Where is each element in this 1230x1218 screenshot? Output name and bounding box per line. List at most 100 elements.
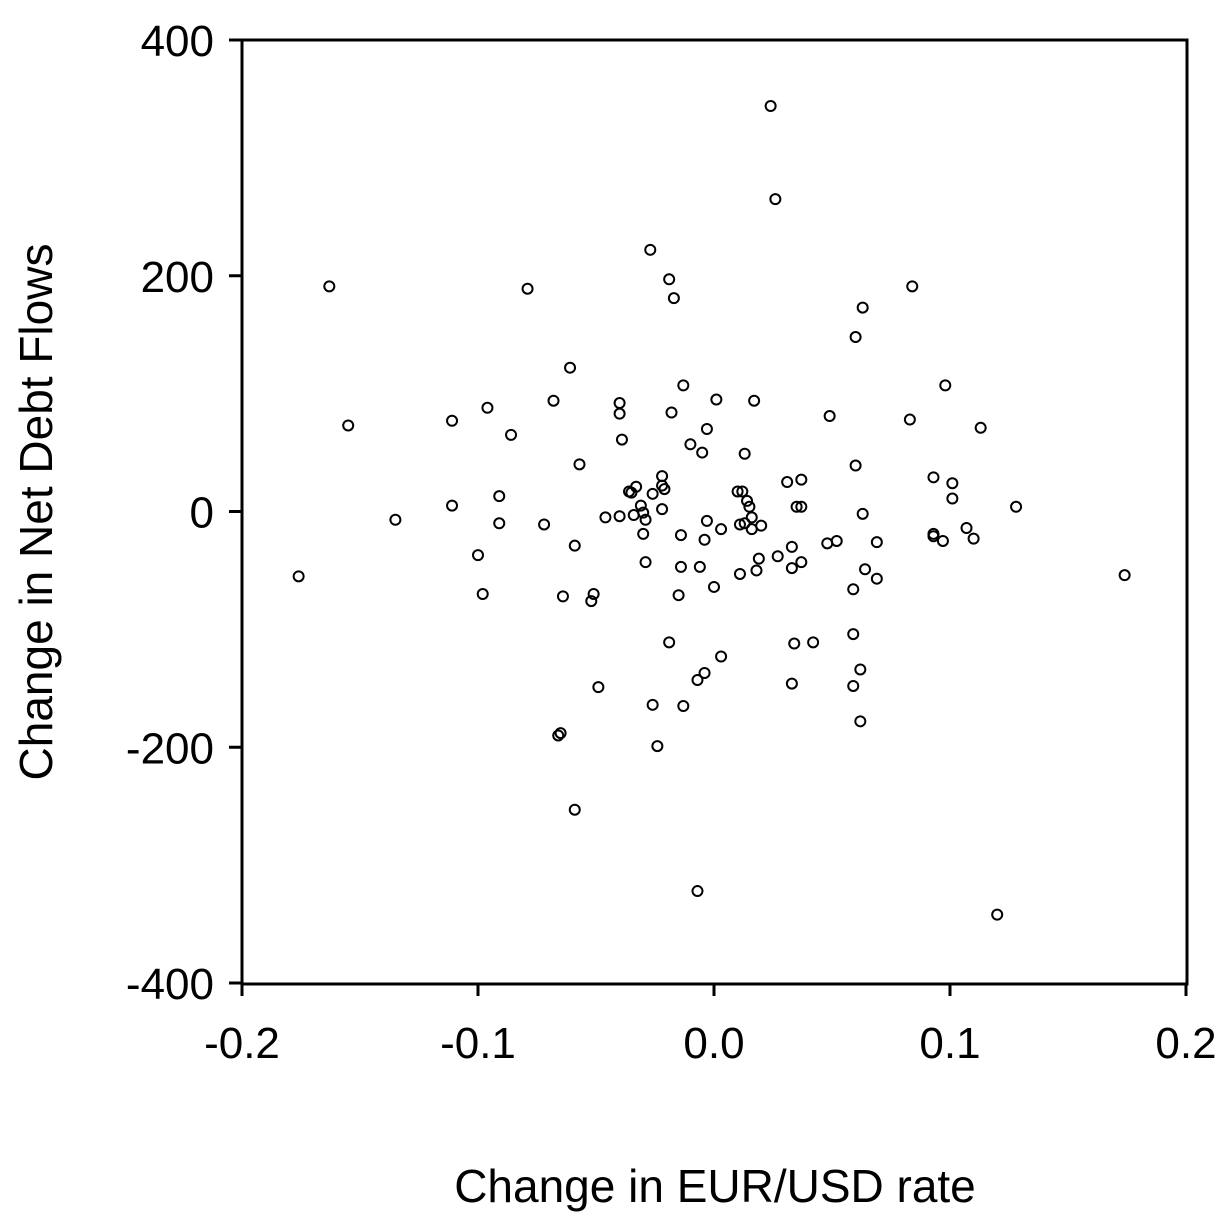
data-point [854, 715, 867, 728]
y-axis-title: Change in Net Debt Flows [10, 244, 62, 781]
data-point [785, 540, 798, 553]
data-point [493, 517, 506, 530]
data-point [927, 530, 940, 543]
data-point [936, 534, 949, 547]
data-point [656, 503, 669, 516]
data-point [738, 517, 751, 530]
data-point [849, 331, 862, 344]
data-point [807, 636, 820, 649]
y-tick-label: -400 [126, 960, 214, 1009]
x-tick-label: -0.2 [204, 1019, 280, 1068]
x-tick-label: 0.0 [683, 1019, 744, 1068]
data-point [613, 510, 626, 523]
data-point [795, 473, 808, 486]
data-point [672, 589, 685, 602]
data-point [691, 674, 704, 687]
x-axis-title: Change in EUR/USD rate [454, 1160, 976, 1212]
data-point [663, 636, 676, 649]
data-point [854, 663, 867, 676]
data-point [342, 419, 355, 432]
data-point [856, 507, 869, 520]
data-point [389, 513, 402, 526]
data-point [788, 637, 801, 650]
data-point [481, 401, 494, 414]
data-point [646, 487, 659, 500]
data-point [521, 282, 534, 295]
data-point [1010, 500, 1023, 513]
data-point [684, 438, 697, 451]
data-point [769, 193, 782, 206]
data-point [573, 458, 586, 471]
data-point [646, 698, 659, 711]
data-point [795, 556, 808, 569]
data-point [476, 588, 489, 601]
x-tick-label: 0.1 [919, 1019, 980, 1068]
data-point [634, 499, 647, 512]
data-point [927, 471, 940, 484]
data-point [781, 476, 794, 489]
data-point [698, 666, 711, 679]
data-point [644, 243, 657, 256]
x-tick-label: -0.1 [440, 1019, 516, 1068]
data-point [745, 511, 758, 524]
data-point [906, 280, 919, 293]
data-point [691, 885, 704, 898]
data-point [323, 280, 336, 293]
data-point [946, 492, 959, 505]
data-point [708, 580, 720, 593]
data-point [743, 500, 756, 513]
data-point [859, 563, 872, 576]
data-point [587, 588, 600, 601]
data-point [752, 552, 765, 565]
data-point [564, 361, 577, 374]
data-point [693, 560, 706, 573]
data-point [613, 407, 626, 420]
data-point [821, 537, 834, 550]
data-point [493, 490, 506, 503]
data-point [847, 583, 860, 596]
x-axis: -0.2 -0.1 0.0 0.1 0.2 [204, 983, 1217, 1068]
data-point [1118, 569, 1131, 582]
data-point [677, 379, 690, 392]
data-point [738, 447, 751, 460]
y-tick-label: 400 [141, 17, 214, 66]
data-point [674, 529, 687, 542]
data-point [790, 500, 803, 513]
data-point [785, 562, 798, 575]
data-point [870, 536, 883, 549]
x-tick-label: 0.2 [1155, 1019, 1216, 1068]
data-points [292, 100, 1131, 921]
data-point [615, 433, 628, 446]
data-point [658, 483, 671, 496]
data-point [639, 513, 652, 526]
data-point [946, 477, 959, 490]
data-point [568, 539, 581, 552]
data-point [696, 446, 709, 459]
plot-frame [240, 38, 1189, 986]
data-point [698, 533, 711, 546]
data-point [856, 301, 869, 314]
data-point [627, 509, 640, 522]
data-point [736, 485, 749, 498]
data-point [710, 393, 723, 406]
data-point [547, 394, 560, 407]
data-point [446, 414, 459, 427]
data-point [625, 486, 638, 499]
data-point [667, 292, 680, 305]
data-point [538, 518, 551, 531]
data-point [568, 803, 581, 816]
data-point [552, 729, 565, 742]
data-point [974, 421, 987, 434]
data-point [472, 549, 484, 562]
y-tick-label: 200 [141, 253, 214, 302]
data-point [750, 564, 763, 577]
data-point [637, 527, 650, 540]
data-point [939, 379, 952, 392]
data-point [446, 499, 459, 512]
data-point [870, 572, 883, 585]
data-point [665, 406, 678, 419]
y-tick-label: -200 [126, 724, 214, 773]
data-point [795, 500, 808, 513]
data-point [771, 550, 784, 563]
data-point [745, 523, 758, 536]
